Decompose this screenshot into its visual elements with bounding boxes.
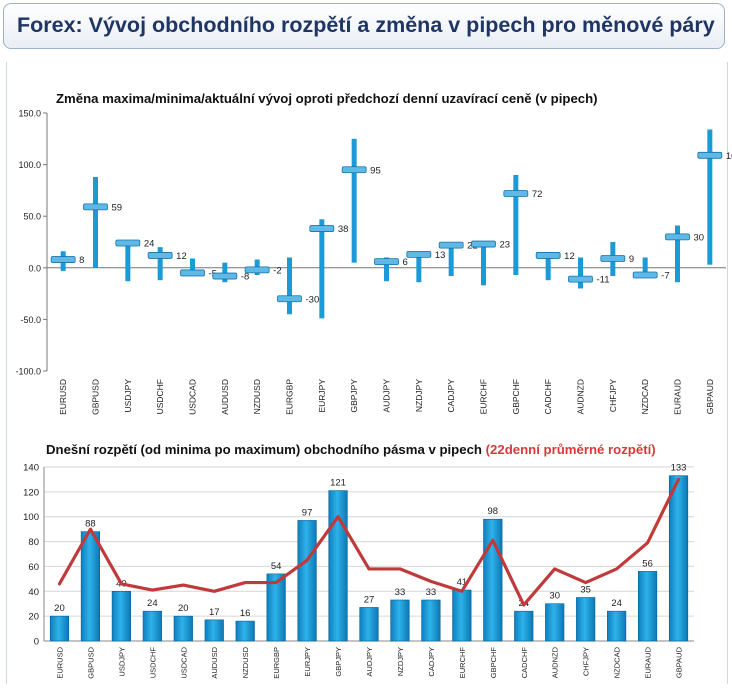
page-title: Forex: Vývoj obchodního rozpětí a změna …: [17, 13, 715, 37]
page-header: Forex: Vývoj obchodního rozpětí a změna …: [3, 3, 725, 49]
chart2-title-highlight: (22denní průměrné rozpětí): [485, 442, 656, 457]
chart1-title: Změna maxima/minima/aktuální vývoj oprot…: [56, 91, 598, 106]
charts-panel: [6, 62, 728, 684]
chart2-title-main: Dnešní rozpětí (od minima po maximum) ob…: [46, 442, 482, 457]
chart2-title: Dnešní rozpětí (od minima po maximum) ob…: [46, 442, 656, 457]
